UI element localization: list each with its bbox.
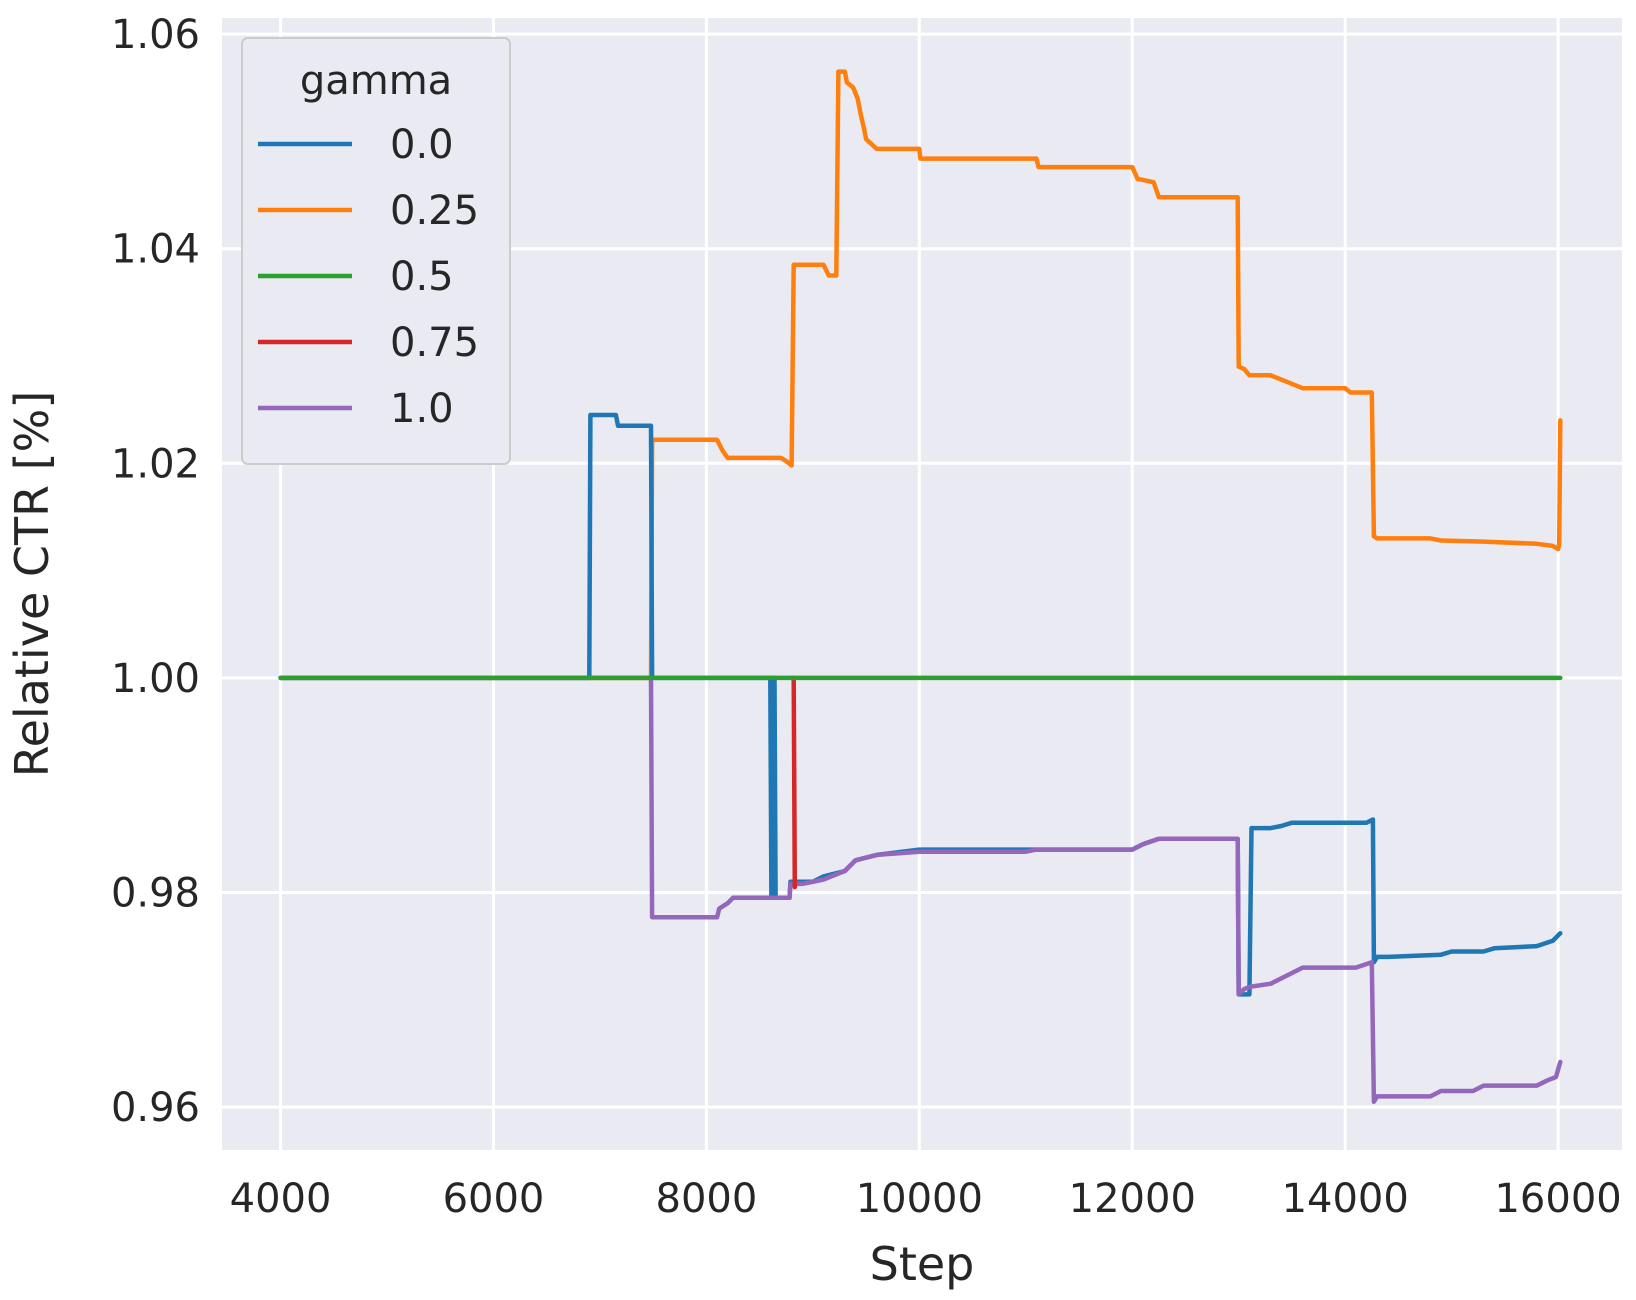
series-lines [278,69,1563,1104]
y-tick-label: 1.06 [111,12,200,58]
y-axis-label: Relative CTR [%] [5,391,59,778]
x-tick-label: 12000 [1069,1176,1196,1222]
y-tick-labels: 0.96 0.98 1.00 1.02 1.04 1.06 [111,12,200,1131]
x-tick-label: 4000 [230,1176,332,1222]
legend-label: 0.5 [390,254,454,300]
y-tick-label: 1.04 [111,227,200,273]
y-tick-label: 1.00 [111,656,200,702]
x-tick-label: 8000 [656,1176,758,1222]
legend: gamma 0.0 0.25 0.5 0.75 1.0 [241,37,511,465]
series-line-0-25 [278,69,1563,681]
y-tick-label: 1.02 [111,441,200,487]
y-tick-label: 0.96 [111,1085,200,1131]
legend-title: gamma [300,58,452,104]
legend-entries: 0.0 0.25 0.5 0.75 1.0 [258,122,479,432]
x-axis-label: Step [870,1237,975,1291]
legend-label: 0.25 [390,188,479,234]
x-tick-labels: 4000 6000 8000 10000 12000 14000 16000 [230,1176,1622,1222]
x-tick-label: 6000 [443,1176,545,1222]
x-tick-label: 16000 [1494,1176,1621,1222]
x-tick-label: 14000 [1282,1176,1409,1222]
y-tick-label: 0.98 [111,870,200,916]
legend-label: 1.0 [390,386,454,432]
series-line-1-0 [278,675,1563,1104]
x-tick-label: 10000 [856,1176,983,1222]
legend-label: 0.0 [390,122,454,168]
legend-label: 0.75 [390,320,479,366]
